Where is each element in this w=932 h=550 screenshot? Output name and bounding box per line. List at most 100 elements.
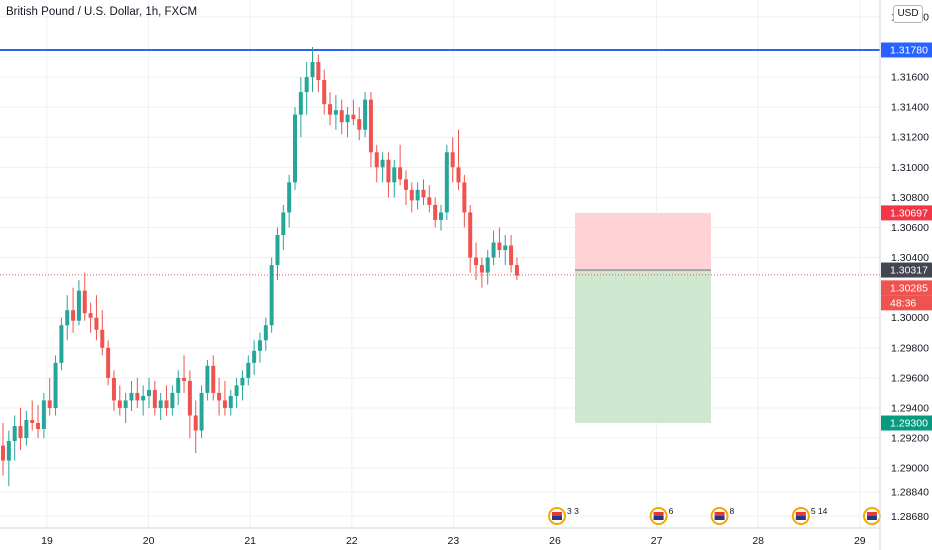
candle-body (263, 325, 268, 341)
x-tick-label: 26 (549, 535, 561, 547)
candle (18, 407, 23, 451)
x-tick-label: 28 (752, 535, 764, 547)
candle (135, 377, 140, 408)
take-profit-zone[interactable] (575, 270, 711, 423)
candle-body (357, 119, 362, 130)
candle (392, 159, 397, 198)
position-tool[interactable] (575, 212, 711, 423)
y-tick-label: 1.29400 (891, 402, 929, 414)
candle (339, 99, 344, 135)
candle (433, 197, 438, 228)
y-tick-label: 1.28840 (891, 487, 929, 499)
candle (65, 295, 70, 341)
currency-button[interactable]: USD (893, 5, 923, 23)
candle (357, 107, 362, 141)
candle-body (199, 392, 204, 431)
candle-body (275, 234, 280, 266)
stop-loss-zone[interactable] (575, 212, 711, 271)
candle-body (456, 167, 461, 183)
candle-body (147, 389, 151, 396)
candle-body (497, 242, 502, 251)
candle-body (439, 212, 443, 220)
candle (456, 129, 461, 190)
candle (398, 144, 403, 186)
candle-body (509, 245, 514, 266)
candle-body (462, 182, 467, 213)
entry-price-label: 1.30317 (881, 262, 932, 278)
bar-countdown-label-bg (881, 295, 932, 311)
candle-body (123, 400, 128, 408)
candle-body (474, 257, 479, 266)
price-axis-labels: 1.31780 1.30697 1.30317 1.30285 48:36 1.29300 (881, 42, 932, 431)
stop-price-label-bg (881, 205, 932, 221)
candle-body (182, 377, 187, 381)
last-price-label-text: 1.30285 (890, 282, 928, 294)
y-tick-label: 1.29200 (891, 433, 929, 445)
bar-countdown-label: 48:36 (881, 295, 932, 311)
y-tick-label: 1.30600 (891, 222, 929, 234)
candle-body (339, 110, 344, 123)
candle (310, 46, 315, 93)
resistance-line[interactable] (0, 49, 880, 276)
candle-body (234, 385, 239, 396)
flag-stripe (714, 512, 725, 516)
candle (240, 370, 245, 401)
candle-body (158, 400, 163, 408)
candle (509, 234, 514, 273)
candle (30, 400, 35, 431)
time-axis[interactable]: 19 20 21 22 23 26 27 28 29 (0, 527, 880, 547)
candle-body (479, 265, 484, 273)
candle (82, 272, 87, 321)
candle (100, 310, 105, 356)
candle-body (82, 290, 87, 314)
candle (479, 257, 484, 288)
candle-body (94, 317, 99, 330)
candle (439, 204, 443, 231)
economic-event-marker[interactable]: 6 (649, 506, 674, 525)
y-tick-label: 1.31200 (891, 132, 929, 144)
economic-event-marker[interactable] (862, 507, 881, 525)
candle-body (211, 365, 216, 393)
candle (293, 107, 297, 190)
candle (333, 95, 338, 130)
x-tick-label: 23 (448, 535, 460, 547)
event-count-label: 5 14 (811, 506, 828, 516)
candle-body (257, 340, 262, 351)
candle-body (503, 245, 508, 251)
candle-body (170, 392, 175, 408)
candle (94, 295, 99, 341)
candle (298, 77, 303, 138)
flag-stripe (552, 516, 562, 520)
candle-body (392, 167, 397, 183)
economic-event-marker[interactable]: 8 (710, 506, 735, 525)
candle-body (403, 179, 408, 190)
bar-countdown-label-text: 48:36 (890, 297, 916, 309)
candle-body (141, 395, 146, 401)
candle (491, 230, 496, 266)
candle (141, 385, 146, 416)
candle (234, 377, 239, 408)
y-tick-label: 1.29800 (891, 342, 929, 354)
candle (176, 370, 181, 405)
candle-body (152, 389, 157, 408)
resistance-price-label-text: 1.31780 (890, 45, 928, 57)
flag-stripe (653, 512, 664, 516)
candle (187, 370, 192, 439)
candle-body (111, 377, 116, 401)
economic-events[interactable]: 3 3 6 8 5 14 (548, 506, 881, 525)
candle (503, 234, 508, 266)
economic-event-marker[interactable]: 5 14 (791, 506, 828, 525)
candle (252, 340, 257, 375)
candle-body (12, 426, 17, 442)
economic-event-marker[interactable]: 3 3 (548, 506, 579, 525)
candle-body (30, 419, 35, 423)
candle-body (380, 159, 385, 168)
event-count-label: 3 3 (567, 506, 579, 516)
candle (53, 355, 58, 416)
target-price-label-bg (881, 415, 932, 431)
entry-price-label-bg (881, 262, 932, 278)
candle-body (281, 212, 286, 235)
candle (123, 392, 128, 423)
candle-body (287, 182, 292, 213)
